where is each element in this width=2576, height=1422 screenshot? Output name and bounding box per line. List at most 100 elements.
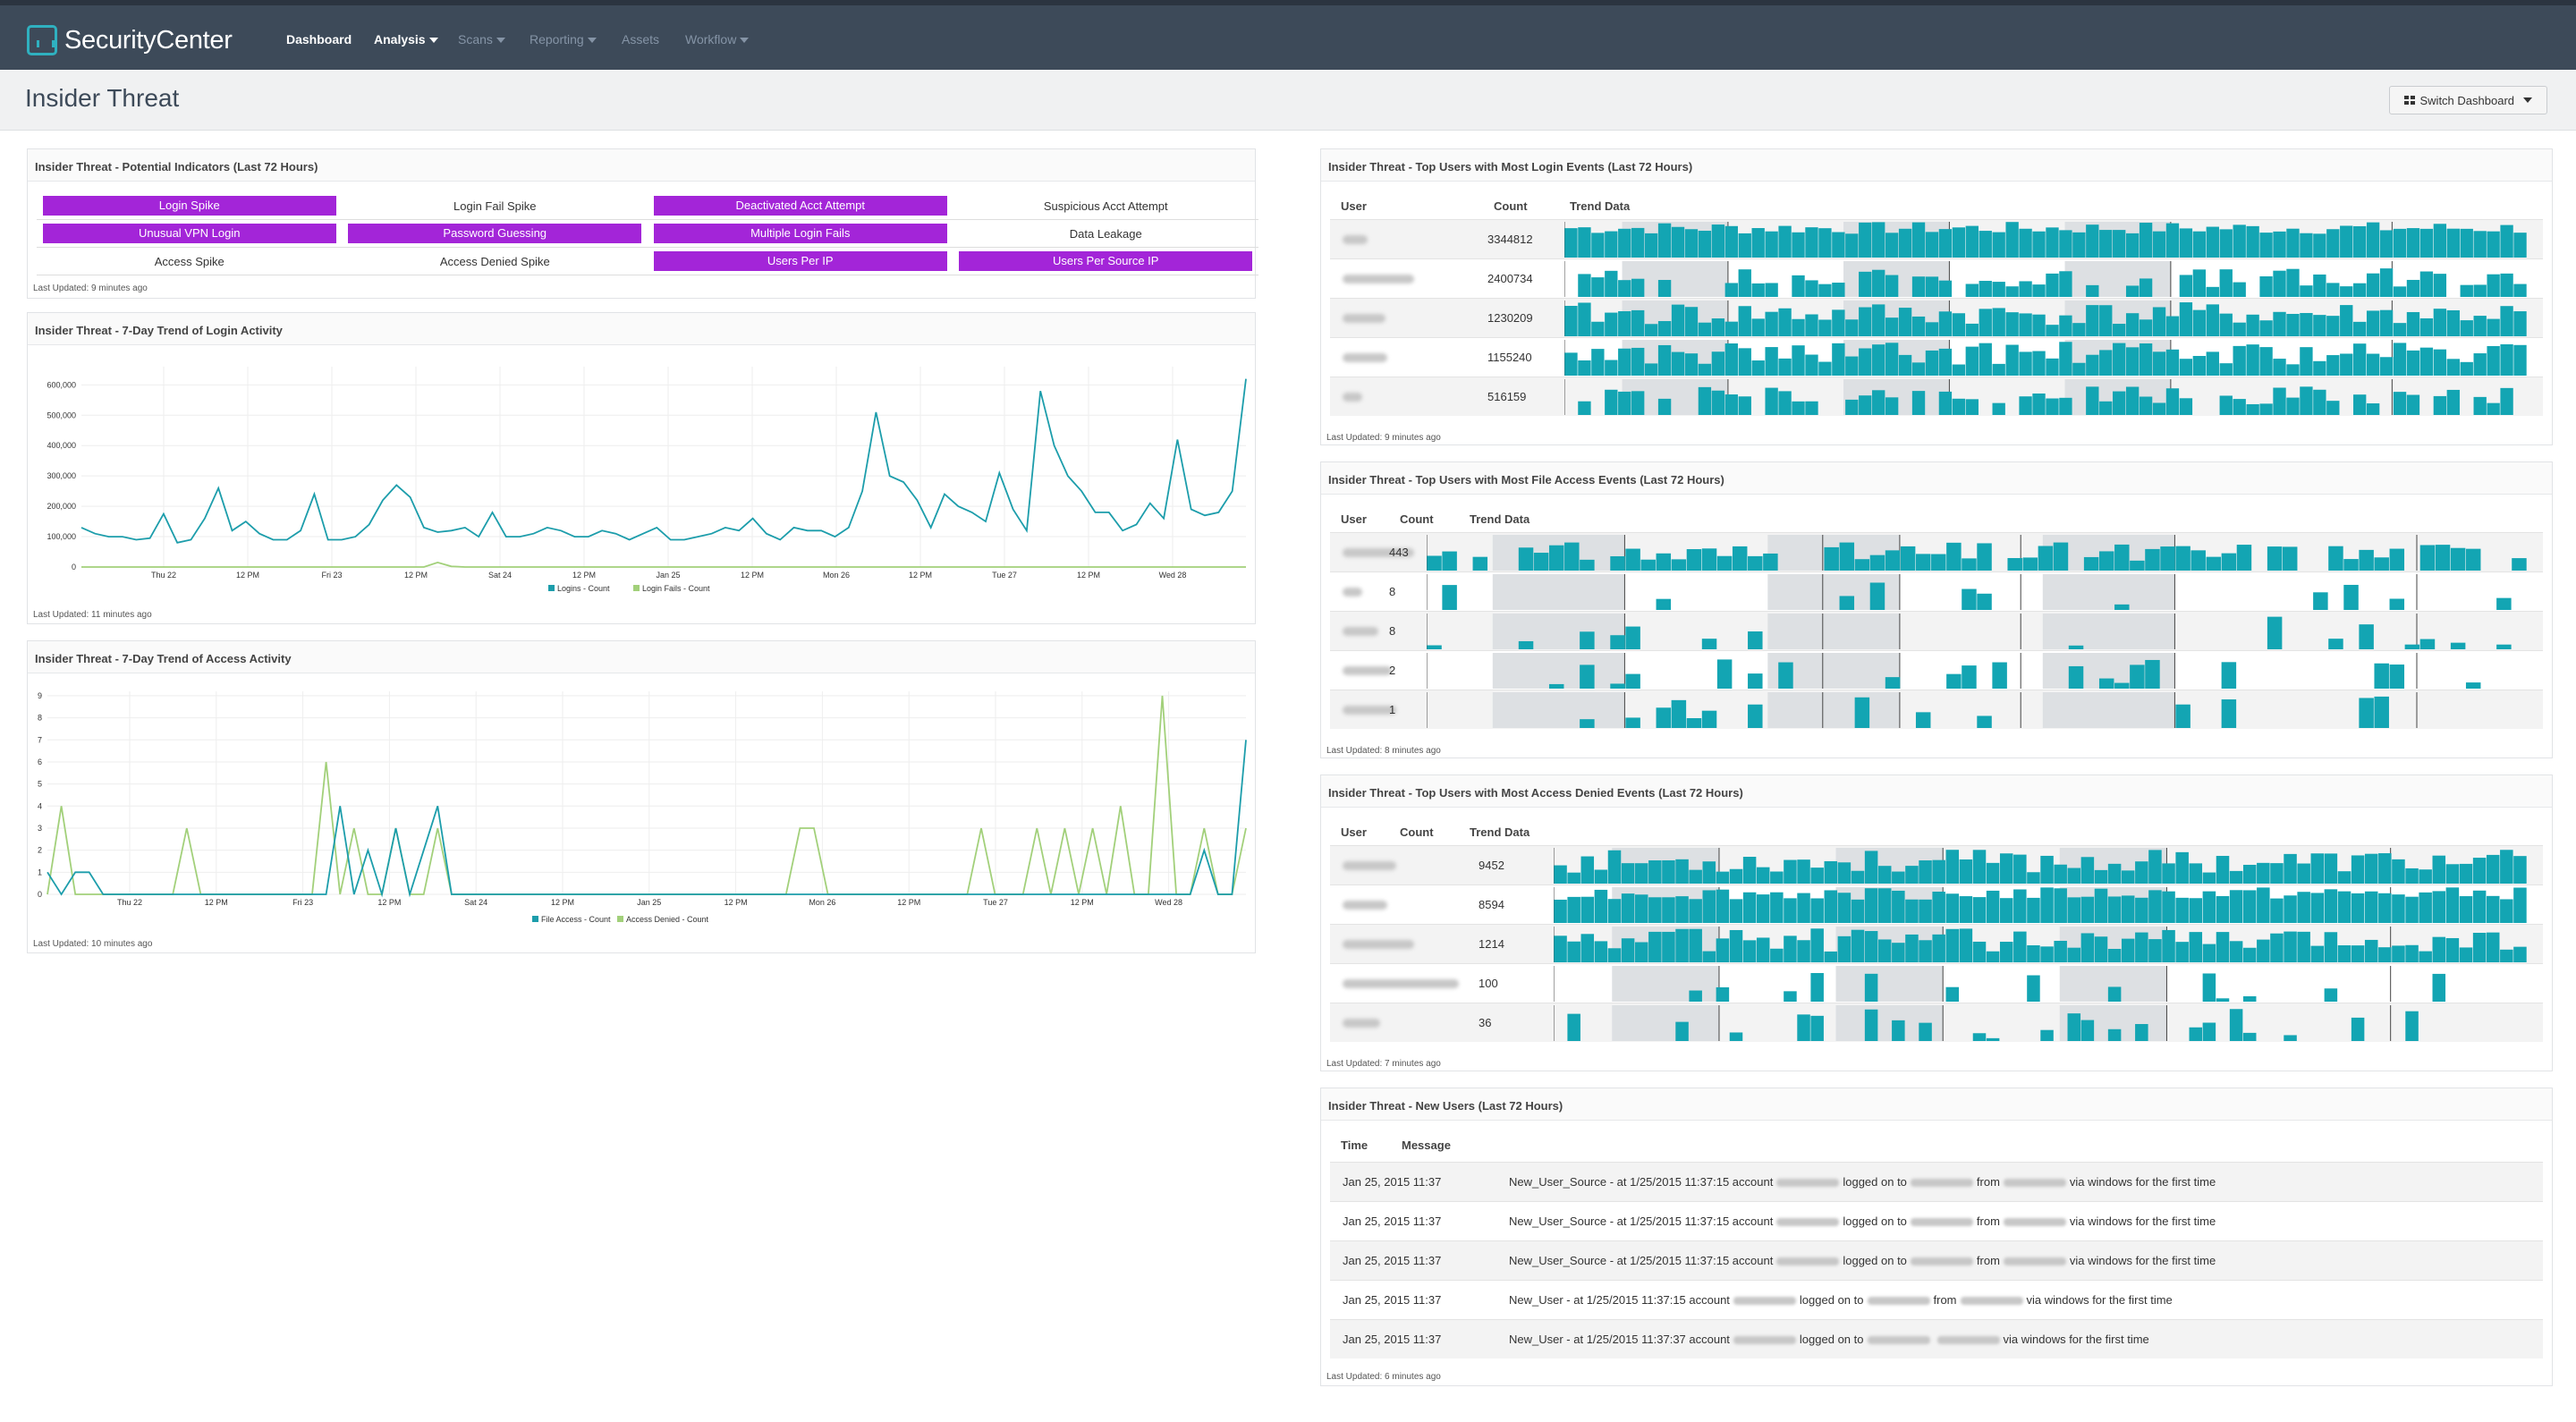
trend-bar [2419, 869, 2432, 884]
indicator-item[interactable]: Deactivated Acct Attempt [648, 192, 953, 220]
table-row[interactable]: 2 [1330, 650, 2543, 690]
table-row[interactable]: 2400734 [1330, 258, 2543, 298]
trend-bar [2179, 275, 2193, 297]
trend-bar [1748, 631, 1763, 649]
trend-bar [1952, 364, 1966, 376]
message-cell: New_User - at 1/25/2015 11:37:15 account… [1509, 1293, 2173, 1307]
redacted-text [1867, 1297, 1930, 1306]
nav-scans[interactable]: Scans [458, 32, 505, 47]
nav-workflow[interactable]: Workflow [685, 32, 750, 47]
trend-bar [1824, 890, 1838, 923]
trend-bar [1854, 697, 1870, 728]
top-nav: SecurityCenter Dashboard Analysis Scans … [0, 0, 2576, 70]
trend-bar [2326, 401, 2340, 415]
trend-bar [2473, 316, 2487, 336]
switch-dashboard-button[interactable]: Switch Dashboard [2388, 86, 2547, 114]
trend-bar [2125, 285, 2140, 297]
indicator-item[interactable]: Unusual VPN Login [37, 220, 343, 248]
table-row[interactable]: Jan 25, 2015 11:37 New_User_Source - at 1… [1330, 1162, 2543, 1201]
trend-bar [1567, 896, 1580, 923]
indicator-item[interactable]: Multiple Login Fails [648, 220, 953, 248]
nav-reporting[interactable]: Reporting [530, 32, 597, 47]
trend-bar [1729, 929, 1743, 962]
trend-bar [2125, 233, 2140, 258]
trend-bar [2242, 864, 2257, 884]
trend-bar [1580, 896, 1595, 923]
indicator-item[interactable]: Login Fail Spike [342, 192, 648, 220]
trend-bar [2005, 344, 2019, 376]
trend-bar [1765, 387, 1778, 415]
table-row[interactable]: 1 [1330, 690, 2543, 729]
trend-bar [2233, 322, 2246, 336]
table-row[interactable]: Jan 25, 2015 11:37 New_User - at 1/25/201… [1330, 1280, 2543, 1319]
trend-bar [2359, 549, 2374, 571]
table-row[interactable]: 443 [1330, 532, 2543, 571]
trend-bar [2027, 897, 2040, 923]
logo[interactable]: SecurityCenter [27, 23, 233, 57]
trend-bar [1938, 229, 1953, 258]
time-cell: Jan 25, 2015 11:37 [1343, 1215, 1442, 1228]
trend-bar [1915, 712, 1931, 728]
table-row[interactable]: Jan 25, 2015 11:37 New_User - at 1/25/201… [1330, 1319, 2543, 1359]
table-row[interactable]: 1155240 [1330, 337, 2543, 377]
table-row[interactable]: 8 [1330, 571, 2543, 611]
nav-assets[interactable]: Assets [622, 32, 660, 47]
trend-bar [1729, 868, 1743, 884]
table-row[interactable]: Jan 25, 2015 11:37 New_User_Source - at 1… [1330, 1240, 2543, 1280]
trend-bar [2313, 233, 2326, 258]
table-row[interactable]: 36 [1330, 1003, 2543, 1042]
trend-bar [1885, 343, 1899, 376]
table-row[interactable]: 8 [1330, 611, 2543, 650]
trend-bar [1797, 859, 1810, 884]
indicator-item[interactable]: Users Per IP [648, 248, 953, 275]
trend-bar [2406, 228, 2420, 258]
col-count: Count [1400, 825, 1434, 839]
trend-bar [2486, 895, 2500, 923]
table-row[interactable]: 1214 [1330, 924, 2543, 963]
table-row[interactable]: 1230209 [1330, 298, 2543, 337]
trend-bar [1892, 1020, 1905, 1041]
trend-bar [1610, 635, 1625, 649]
trend-bar [2013, 889, 2027, 923]
count-value: 100 [1479, 977, 1498, 990]
trend-bar [1701, 710, 1717, 728]
trend-bar [2270, 898, 2284, 923]
trend-bar [1427, 645, 1442, 649]
trend-bar [2068, 645, 2084, 649]
trend-bar [1938, 348, 1953, 376]
indicator-item[interactable]: Login Spike [37, 192, 343, 220]
user-name-redacted [1343, 627, 1378, 636]
legend-label: File Access - Count [541, 915, 611, 924]
trend-bar [2246, 344, 2259, 376]
indicator-item[interactable]: Data Leakage [953, 220, 1258, 248]
x-tick-label: 12 PM [236, 571, 259, 580]
indicator-item[interactable]: Suspicious Acct Attempt [953, 192, 1258, 220]
x-tick-label: 12 PM [1071, 898, 1094, 907]
indicator-item[interactable]: Access Spike [37, 248, 343, 275]
trend-bar [2310, 853, 2325, 884]
trend-bar [1818, 361, 1832, 376]
indicator-item[interactable]: Access Denied Spike [342, 248, 648, 275]
trend-bar [2419, 271, 2434, 297]
trend-bar [2300, 347, 2313, 376]
nav-analysis[interactable]: Analysis [374, 32, 438, 47]
trend-bar [2125, 313, 2140, 336]
table-row[interactable]: 8594 [1330, 885, 2543, 924]
panel-title: Insider Threat - New Users (Last 72 Hour… [1321, 1088, 2552, 1121]
table-row[interactable]: 516159 [1330, 377, 2543, 416]
table-row[interactable]: 9452 [1330, 845, 2543, 885]
table-row[interactable]: Jan 25, 2015 11:37 New_User_Source - at 1… [1330, 1201, 2543, 1240]
indicator-item[interactable]: Users Per Source IP [953, 248, 1258, 275]
trend-bar [2500, 949, 2513, 962]
trend-bar [2313, 592, 2328, 610]
indicator-item[interactable]: Password Guessing [342, 220, 648, 248]
table-row[interactable]: 3344812 [1330, 219, 2543, 258]
nav-dashboard[interactable]: Dashboard [286, 32, 352, 47]
table-row[interactable]: 100 [1330, 963, 2543, 1003]
trend-bar [1554, 865, 1567, 884]
trend-bar [1578, 302, 1591, 336]
trend-bar [1675, 896, 1689, 923]
login-users-table: 3344812 2400734 1230209 1155240 516159 [1321, 219, 2552, 416]
trend-bar [1648, 860, 1662, 884]
trend-bar [1625, 717, 1640, 728]
